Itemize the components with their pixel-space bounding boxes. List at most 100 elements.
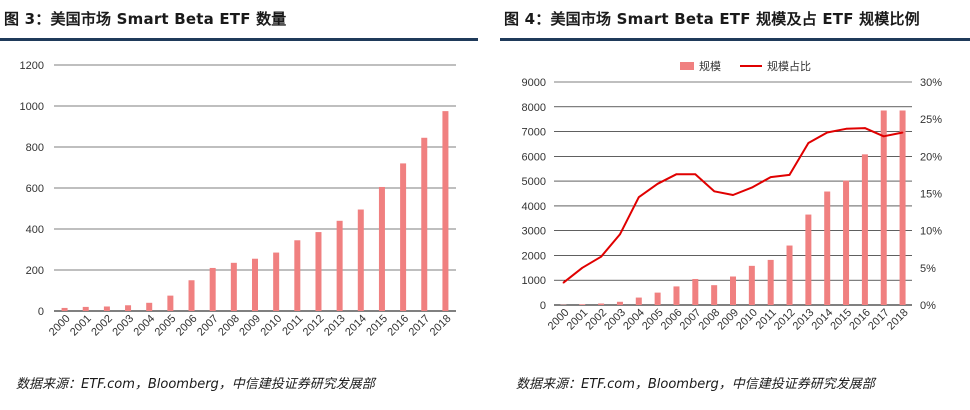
bar bbox=[188, 280, 195, 311]
bar bbox=[899, 110, 906, 305]
bar bbox=[421, 137, 428, 311]
figure-4-title-rule bbox=[500, 38, 970, 41]
figure-4-source: 数据来源：ETF.com，Bloomberg，中信建投证券研究发展部 bbox=[516, 377, 875, 392]
legend-bar-swatch bbox=[680, 62, 694, 70]
bar bbox=[252, 258, 258, 311]
x-tick-label: 2002 bbox=[89, 313, 115, 339]
x-tick-label: 2008 bbox=[216, 313, 242, 339]
x-tick-label: 2004 bbox=[132, 313, 158, 339]
x-tick-label: 2009 bbox=[237, 313, 263, 339]
line-point bbox=[769, 176, 772, 178]
figure-3-panel: 图 3：美国市场 Smart Beta ETF 数量 0 200 400 600 800… bbox=[0, 0, 478, 410]
y2-tick-label: 15% bbox=[920, 189, 942, 201]
line-point bbox=[637, 196, 640, 199]
bar bbox=[843, 180, 850, 305]
figure-3-title: 图 3：美国市场 Smart Beta ETF 数量 bbox=[4, 10, 287, 28]
x-tick-label: 2018 bbox=[885, 307, 911, 333]
figure-4-title: 图 4：美国市场 Smart Beta ETF 规模及占 ETF 规模比例 bbox=[504, 10, 920, 28]
bar bbox=[146, 302, 153, 311]
line-point bbox=[656, 183, 659, 185]
bar bbox=[654, 292, 661, 305]
bar bbox=[616, 301, 623, 305]
y-tick-label: 0 bbox=[540, 300, 546, 312]
figure-3-chart: 0200400600800100012002000200120022003200… bbox=[20, 60, 456, 339]
bar bbox=[442, 111, 449, 311]
bar bbox=[294, 240, 301, 311]
y2-tick-label: 0% bbox=[920, 300, 936, 312]
y-tick-label: 1200 bbox=[20, 60, 44, 72]
y2-tick-label: 5% bbox=[920, 263, 936, 275]
bar bbox=[82, 306, 89, 311]
bar bbox=[61, 307, 68, 311]
figure-4-chart: 0 1000 2000 3000 4000 5000 6000 7000 8000 9000 0% 5… bbox=[522, 59, 943, 333]
bar bbox=[824, 191, 831, 305]
figure-3-source: 数据来源：ETF.com，Bloomberg，中信建投证券研究发展部 bbox=[16, 377, 375, 392]
line-point bbox=[619, 233, 621, 236]
line-point bbox=[600, 255, 602, 258]
bar bbox=[579, 304, 586, 305]
x-tick-label: 2010 bbox=[258, 313, 284, 339]
bar bbox=[230, 262, 237, 311]
line-point bbox=[901, 131, 904, 134]
y-tick-label: 2000 bbox=[522, 250, 546, 262]
x-tick-label: 2006 bbox=[174, 313, 200, 339]
bar bbox=[125, 305, 132, 311]
y-tick-label: 1000 bbox=[20, 101, 44, 113]
bar bbox=[635, 297, 642, 305]
bar bbox=[711, 285, 718, 305]
x-tick-label: 2003 bbox=[110, 313, 136, 339]
y-tick-label: 9000 bbox=[522, 77, 546, 89]
bar bbox=[861, 154, 868, 305]
y2-tick-label: 30% bbox=[920, 77, 942, 89]
y-tick-label: 5000 bbox=[522, 176, 546, 188]
bar bbox=[400, 163, 407, 311]
y-tick-label: 200 bbox=[26, 265, 44, 277]
x-tick-label: 2005 bbox=[153, 313, 179, 339]
line-point bbox=[694, 173, 697, 175]
x-tick-label: 2011 bbox=[280, 313, 305, 338]
bar bbox=[357, 209, 364, 311]
x-tick-label: 2014 bbox=[343, 313, 369, 339]
bar bbox=[378, 186, 385, 311]
y-tick-label: 600 bbox=[26, 183, 44, 195]
bar bbox=[315, 232, 322, 311]
line-point bbox=[713, 190, 715, 193]
bar bbox=[167, 295, 174, 311]
legend-bar-label: 规模 bbox=[699, 59, 721, 73]
x-tick-label: 2000 bbox=[47, 313, 73, 339]
bar bbox=[748, 265, 755, 305]
bar bbox=[692, 278, 699, 305]
y-tick-label: 3000 bbox=[522, 226, 546, 238]
bar bbox=[209, 267, 216, 311]
line-point bbox=[807, 142, 810, 144]
x-tick-label: 2015 bbox=[364, 313, 390, 339]
line-series-share bbox=[562, 127, 903, 284]
bar bbox=[598, 303, 605, 305]
line-point bbox=[845, 128, 847, 130]
bar bbox=[336, 220, 343, 311]
line-point bbox=[675, 173, 678, 175]
line-point bbox=[562, 281, 565, 284]
y2-tick-label: 25% bbox=[920, 114, 942, 126]
y-tick-label: 0 bbox=[38, 306, 44, 318]
figure-3-title-rule bbox=[0, 38, 478, 41]
bar bbox=[673, 286, 680, 305]
legend-line-label: 规模占比 bbox=[767, 59, 811, 73]
bar bbox=[273, 252, 280, 311]
bar bbox=[880, 110, 887, 305]
y-tick-label: 400 bbox=[26, 224, 44, 236]
line-point bbox=[581, 267, 584, 269]
x-tick-label: 2012 bbox=[301, 313, 327, 339]
line-point bbox=[751, 186, 753, 189]
bar bbox=[730, 276, 736, 305]
x-tick-label: 2016 bbox=[385, 313, 411, 339]
line-point bbox=[788, 174, 791, 176]
line-point bbox=[882, 135, 885, 138]
y-tick-label: 1000 bbox=[522, 275, 546, 287]
y-tick-label: 7000 bbox=[522, 127, 546, 139]
bar bbox=[103, 306, 110, 311]
y2-tick-label: 10% bbox=[920, 226, 942, 238]
bar bbox=[805, 214, 812, 305]
y2-tick-label: 20% bbox=[920, 151, 942, 163]
line-point bbox=[732, 194, 734, 196]
